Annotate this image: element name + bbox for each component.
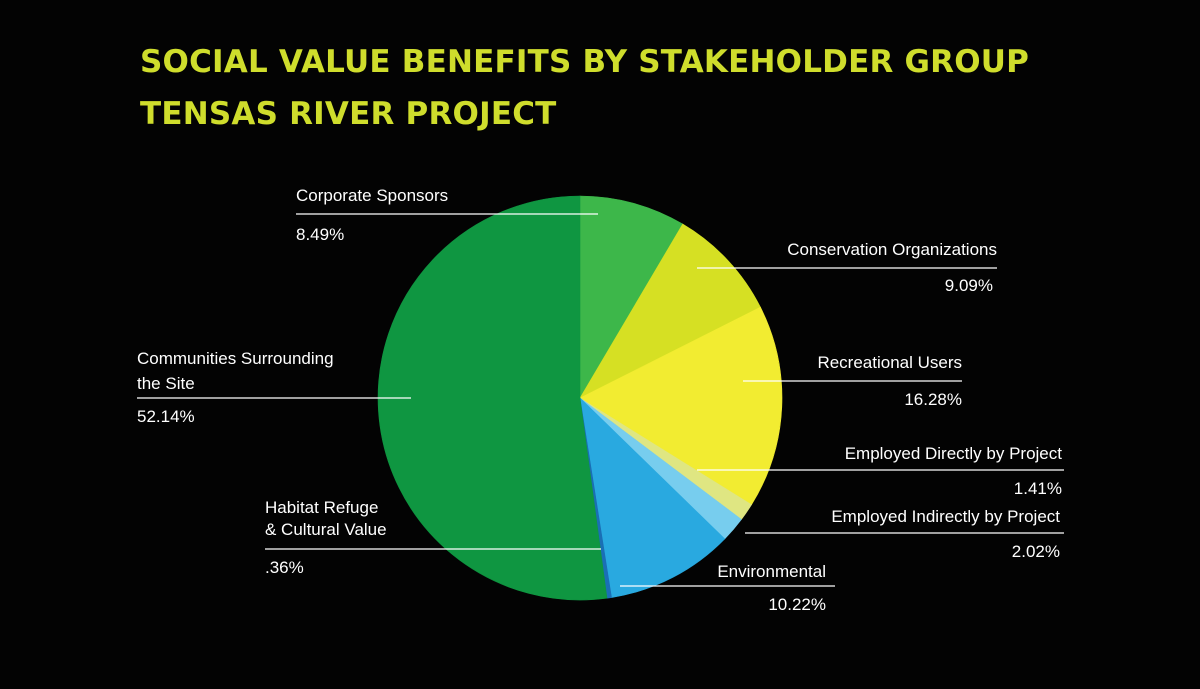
- slice-label-conservation-organizations: Conservation Organizations: [787, 240, 997, 259]
- slice-value-employed-directly-by-project: 1.41%: [1014, 479, 1062, 498]
- slice-value-corporate-sponsors: 8.49%: [296, 225, 344, 244]
- slice-label-corporate-sponsors: Corporate Sponsors: [296, 186, 448, 205]
- pie-slice-environmental: [579, 397, 726, 598]
- pie-slice-corporate-sponsors: [579, 195, 684, 400]
- chart-title-line-1: SOCIAL VALUE BENEFITS BY STAKEHOLDER GRO…: [140, 44, 1030, 80]
- slice-label-environmental: Environmental: [717, 562, 826, 581]
- slice-value-habitat-refuge-cultural-value: .36%: [265, 558, 304, 577]
- slice-value-employed-indirectly-by-project: 2.02%: [1012, 542, 1060, 561]
- slice-label-habitat-refuge-cultural-value-line-2: & Cultural Value: [265, 520, 387, 539]
- slice-label-habitat-refuge-cultural-value-line-1: Habitat Refuge: [265, 498, 378, 517]
- slice-value-communities-surrounding-the-site: 52.14%: [137, 407, 195, 426]
- pie-slice-recreational-users: [579, 306, 783, 506]
- chart-title-line-2: TENSAS RIVER PROJECT: [140, 96, 557, 132]
- slice-label-recreational-users: Recreational Users: [817, 353, 962, 372]
- slice-label-communities-surrounding-the-site-line-1: Communities Surrounding: [137, 349, 334, 368]
- slice-label-employed-directly-by-project: Employed Directly by Project: [845, 444, 1063, 463]
- pie-slice-communities-surrounding-the-site: [377, 195, 608, 601]
- slice-label-employed-indirectly-by-project: Employed Indirectly by Project: [831, 507, 1060, 526]
- slice-value-conservation-organizations: 9.09%: [945, 276, 993, 295]
- slice-label-communities-surrounding-the-site-line-2: the Site: [137, 374, 195, 393]
- slice-value-recreational-users: 16.28%: [904, 390, 962, 409]
- slice-value-environmental: 10.22%: [768, 595, 826, 614]
